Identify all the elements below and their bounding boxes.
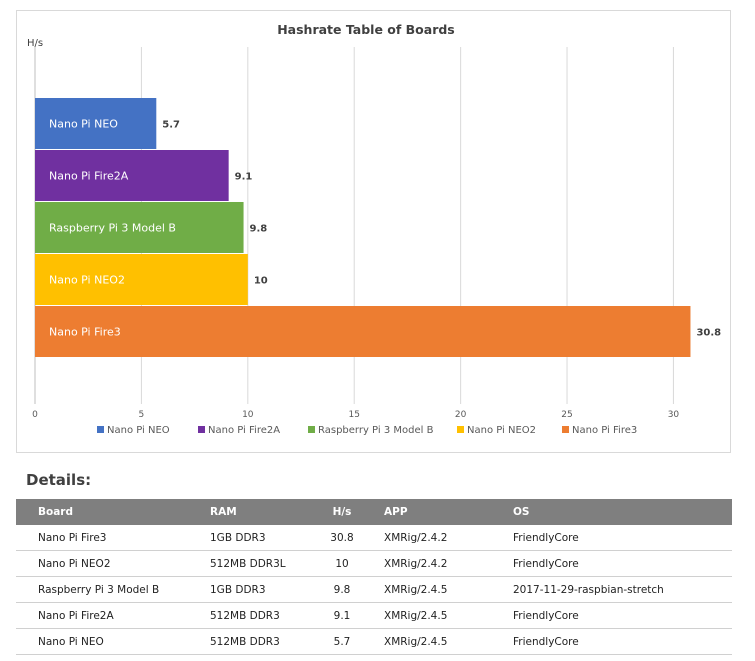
details-heading: Details: (26, 471, 92, 489)
col-header-app: APP (362, 499, 491, 525)
legend-swatch (562, 426, 569, 433)
cell-board: Nano Pi NEO (16, 628, 188, 655)
legend-swatch (308, 426, 315, 433)
data-label: 9.8 (250, 224, 268, 235)
table-row: Nano Pi Fire3 1GB DDR3 30.8 XMRig/2.4.2 … (16, 525, 732, 551)
bar (35, 254, 248, 305)
legend-entry: Nano Pi NEO2 (467, 425, 536, 436)
details-table: Board RAM H/s APP OS Nano Pi Fire3 1GB D… (16, 499, 732, 655)
cell-board: Nano Pi NEO2 (16, 550, 188, 577)
cell-hs: 9.1 (322, 602, 362, 629)
cell-hs: 9.8 (322, 576, 362, 603)
cell-os: 2017-11-29-raspbian-stretch (491, 576, 732, 603)
cell-ram: 1GB DDR3 (188, 576, 322, 603)
legend-entry: Nano Pi Fire2A (208, 425, 280, 436)
chart-title: Hashrate Table of Boards (277, 22, 455, 37)
bar-category-label: Nano Pi NEO2 (49, 274, 125, 287)
table-row: Nano Pi NEO 512MB DDR3 5.7 XMRig/2.4.5 F… (16, 628, 732, 655)
bar-category-label: Nano Pi NEO (49, 118, 118, 131)
table-row: Raspberry Pi 3 Model B 1GB DDR3 9.8 XMRi… (16, 576, 732, 603)
cell-app: XMRig/2.4.5 (362, 602, 491, 629)
cell-os: FriendlyCore (491, 550, 732, 577)
cell-os: FriendlyCore (491, 602, 732, 629)
cell-ram: 512MB DDR3 (188, 628, 322, 655)
legend-swatch (457, 426, 464, 433)
bar (35, 150, 229, 201)
legend-entry: Nano Pi Fire3 (572, 425, 637, 436)
cell-os: FriendlyCore (491, 525, 732, 551)
cell-os: FriendlyCore (491, 628, 732, 655)
cell-board: Raspberry Pi 3 Model B (16, 576, 188, 603)
col-header-board: Board (16, 499, 188, 525)
col-header-hs: H/s (322, 499, 362, 525)
col-header-ram: RAM (188, 499, 322, 525)
data-label: 30.8 (696, 328, 721, 339)
data-label: 10 (254, 276, 268, 287)
cell-app: XMRig/2.4.2 (362, 525, 491, 551)
bar-category-label: Nano Pi Fire3 (49, 326, 121, 339)
table-row: Nano Pi Fire2A 512MB DDR3 9.1 XMRig/2.4.… (16, 602, 732, 629)
data-label: 9.1 (235, 172, 253, 183)
cell-board: Nano Pi Fire2A (16, 602, 188, 629)
cell-ram: 1GB DDR3 (188, 525, 322, 551)
bar-category-label: Nano Pi Fire2A (49, 170, 129, 183)
x-tick-label: 0 (32, 410, 38, 420)
bar (35, 98, 157, 149)
x-tick-label: 20 (455, 410, 467, 420)
x-tick-label: 10 (242, 410, 254, 420)
col-header-os: OS (491, 499, 732, 525)
legend-entry: Raspberry Pi 3 Model B (318, 425, 434, 436)
cell-ram: 512MB DDR3L (188, 550, 322, 577)
cell-app: XMRig/2.4.5 (362, 628, 491, 655)
x-tick-label: 25 (561, 410, 572, 420)
table-row: Nano Pi NEO2 512MB DDR3L 10 XMRig/2.4.2 … (16, 550, 732, 577)
hashrate-chart: Hashrate Table of Boards H/s 0 5 10 15 20 25 30 N… (27, 22, 721, 436)
bar (35, 202, 244, 253)
bar-category-label: Raspberry Pi 3 Model B (49, 222, 176, 235)
x-tick-label: 30 (668, 410, 680, 420)
table-header-row: Board RAM H/s APP OS (16, 499, 732, 525)
cell-hs: 30.8 (322, 525, 362, 551)
chart-frame: Hashrate Table of Boards H/s 0 5 10 15 20 25 30 N… (16, 10, 731, 453)
cell-ram: 512MB DDR3 (188, 602, 322, 629)
legend-swatch (97, 426, 104, 433)
data-label: 5.7 (162, 120, 180, 131)
bar (35, 306, 691, 357)
legend-swatch (198, 426, 205, 433)
x-tick-label: 5 (139, 410, 145, 420)
cell-hs: 10 (322, 550, 362, 577)
cell-hs: 5.7 (322, 628, 362, 655)
cell-app: XMRig/2.4.5 (362, 576, 491, 603)
y-axis-label: H/s (27, 38, 43, 49)
cell-board: Nano Pi Fire3 (16, 525, 188, 551)
x-tick-label: 15 (348, 410, 359, 420)
legend-entry: Nano Pi NEO (107, 425, 170, 436)
cell-app: XMRig/2.4.2 (362, 550, 491, 577)
